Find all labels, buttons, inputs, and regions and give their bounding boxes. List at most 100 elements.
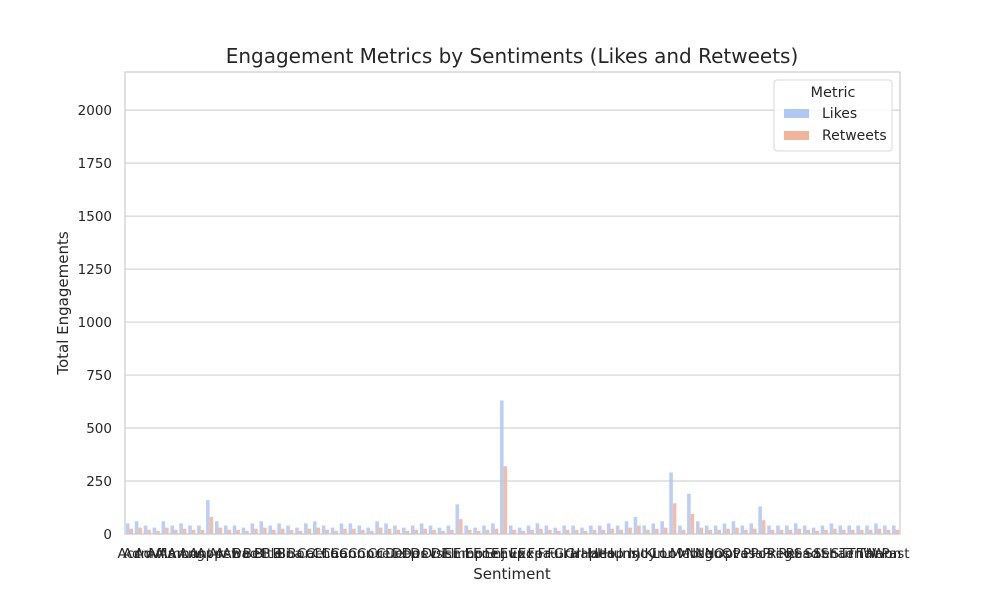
x-tick-label: Bor xyxy=(287,546,311,562)
x-tick-label: Mel xyxy=(670,546,694,562)
bar-retweets-51 xyxy=(583,530,588,534)
legend: Metric Likes Retweets xyxy=(773,79,893,152)
bar-likes-43 xyxy=(508,525,513,534)
bar-retweets-82 xyxy=(859,529,864,534)
x-tick-label: Bet xyxy=(243,546,266,562)
x-tick-label: Boa xyxy=(277,546,303,562)
y-tick-label: 500 xyxy=(86,421,112,437)
x-tick-label: Tha xyxy=(846,546,872,562)
plot-frame xyxy=(124,71,901,535)
bar-likes-48 xyxy=(553,527,558,534)
bar-likes-60 xyxy=(660,521,664,534)
bar-retweets-79 xyxy=(833,528,837,534)
bar-retweets-56 xyxy=(628,527,632,534)
bar-retweets-49 xyxy=(565,529,570,534)
bar-retweets-47 xyxy=(548,529,552,534)
bar-likes-42 xyxy=(500,400,504,534)
bar-likes-26 xyxy=(357,525,362,534)
bar-retweets-24 xyxy=(343,528,347,534)
x-tick-label: Gra xyxy=(554,546,578,562)
x-tick-label: Dis xyxy=(431,546,452,562)
bar-retweets-59 xyxy=(655,528,659,534)
x-tick-labels: AccAdmAdvAffAlaAmbAmuAngAntAppArrAshAweB… xyxy=(118,546,910,562)
bar-retweets-25 xyxy=(352,528,356,534)
bar-likes-52 xyxy=(589,525,593,534)
x-tick-label: Pas xyxy=(733,546,756,562)
bar-retweets-70 xyxy=(753,528,757,534)
bar-retweets-27 xyxy=(369,530,374,534)
bar-likes-29 xyxy=(384,523,388,534)
bar-retweets-66 xyxy=(717,529,721,534)
bar-retweets-86 xyxy=(895,529,900,534)
bar-retweets-11 xyxy=(227,529,232,534)
bar-retweets-29 xyxy=(387,528,392,534)
x-tick-label: Hap xyxy=(570,546,597,562)
x-tick-label: Dis xyxy=(422,546,443,562)
bar-likes-61 xyxy=(669,472,673,534)
bar-retweets-18 xyxy=(289,529,294,534)
bar-likes-75 xyxy=(793,523,798,534)
x-tick-label: Adv xyxy=(134,546,160,562)
bar-likes-3 xyxy=(152,527,157,534)
bar-retweets-26 xyxy=(361,529,365,534)
bar-likes-70 xyxy=(749,523,754,534)
bar-likes-67 xyxy=(722,523,727,534)
x-tick-label: Ash xyxy=(215,546,240,562)
x-tick-label: Mot xyxy=(678,546,703,562)
bar-retweets-39 xyxy=(476,530,481,534)
x-tick-label: Amu xyxy=(167,546,198,562)
bar-likes-5 xyxy=(170,525,174,534)
bars xyxy=(125,400,900,534)
x-tick-label: Ins xyxy=(619,546,639,562)
bar-retweets-34 xyxy=(432,529,436,534)
x-tick-label: Aff xyxy=(147,546,166,562)
bar-likes-17 xyxy=(277,523,281,534)
bar-retweets-72 xyxy=(770,529,775,534)
bar-likes-76 xyxy=(802,525,807,534)
bar-retweets-53 xyxy=(601,529,606,534)
x-tick-label: Adm xyxy=(123,546,154,562)
bar-retweets-10 xyxy=(218,527,223,534)
x-tick-label: App xyxy=(196,546,222,562)
bar-likes-63 xyxy=(687,493,691,534)
bar-likes-73 xyxy=(776,525,780,534)
x-tick-label: Pos xyxy=(750,546,773,562)
bar-likes-28 xyxy=(375,521,379,534)
bar-likes-44 xyxy=(517,527,522,534)
x-tick-label: Hop xyxy=(597,546,624,562)
x-tick-label: Exp xyxy=(518,546,543,562)
bar-retweets-38 xyxy=(467,529,472,534)
bar-retweets-71 xyxy=(761,520,766,534)
bar-retweets-45 xyxy=(530,529,534,534)
bar-likes-25 xyxy=(348,523,353,534)
y-tick-label: 0 xyxy=(103,527,112,543)
x-tick-label: Bit xyxy=(254,546,272,562)
x-tick-label: Sad xyxy=(794,546,819,562)
legend-swatch-retweets xyxy=(784,131,809,140)
chart-title: Engagement Metrics by Sentiments (Likes … xyxy=(226,44,799,68)
bar-likes-45 xyxy=(526,525,531,534)
bar-likes-37 xyxy=(455,504,460,534)
bar-likes-54 xyxy=(606,523,611,534)
x-tick-label: Ene xyxy=(473,546,498,562)
bar-retweets-76 xyxy=(806,529,811,534)
bar-likes-33 xyxy=(419,523,424,534)
x-tick-label: Cur xyxy=(376,546,400,562)
bar-retweets-35 xyxy=(441,530,445,534)
bar-retweets-23 xyxy=(334,530,338,534)
x-tick-label: Kin xyxy=(644,546,665,562)
x-tick-label: Int xyxy=(628,546,646,562)
bar-retweets-13 xyxy=(245,530,249,534)
x-tick-label: Arr xyxy=(208,546,229,562)
bar-likes-51 xyxy=(580,527,584,534)
bar-retweets-63 xyxy=(690,513,695,534)
bar-retweets-84 xyxy=(877,528,882,534)
bar-likes-84 xyxy=(874,523,878,534)
bar-retweets-37 xyxy=(459,519,463,534)
x-tick-label: Dev xyxy=(410,546,437,562)
legend-swatch-likes xyxy=(784,109,809,118)
bar-likes-9 xyxy=(206,500,210,534)
bar-retweets-74 xyxy=(788,529,793,534)
bar-retweets-67 xyxy=(726,528,730,534)
